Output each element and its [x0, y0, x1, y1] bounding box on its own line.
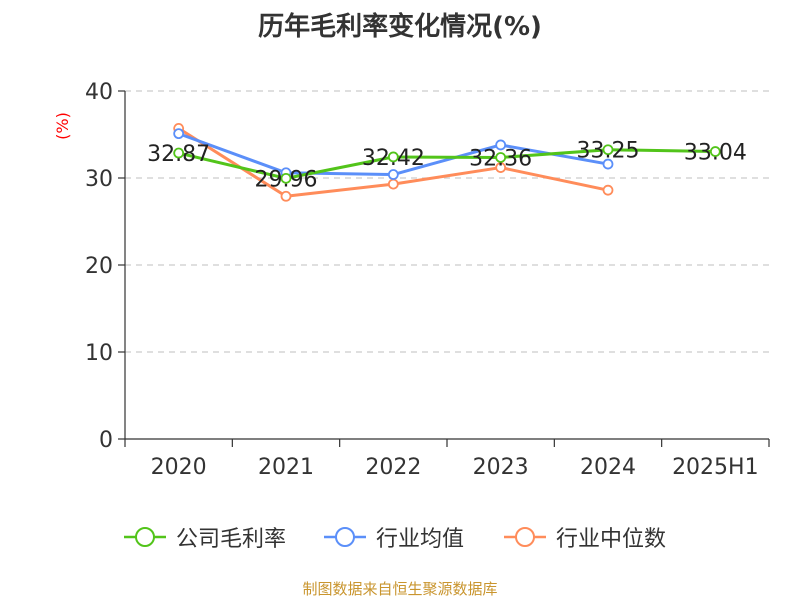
data-point	[602, 184, 614, 196]
x-tick-label: 2024	[580, 455, 636, 480]
data-point	[495, 162, 507, 173]
source-note: 制图数据来自恒生聚源数据库	[302, 580, 498, 598]
data-point	[387, 151, 399, 163]
legend-item-industry-average[interactable]: 行业均值	[322, 520, 464, 554]
x-tick-label: 2025H1	[672, 455, 759, 480]
data-label: 29.96	[255, 167, 318, 192]
x-tick-label: 2020	[151, 455, 207, 480]
legend-label: 行业中位数	[556, 527, 667, 552]
x-tick-label: 2022	[365, 455, 421, 480]
data-point	[602, 144, 614, 156]
y-tick-label: 30	[85, 167, 113, 192]
legend-item-industry-median[interactable]: 行业中位数	[502, 520, 666, 554]
legend-line-marker-icon	[324, 527, 366, 547]
data-label: 33.04	[684, 141, 747, 166]
legend-line-marker-icon	[504, 527, 546, 547]
y-tick-label: 10	[85, 341, 113, 366]
data-label: 32.87	[147, 142, 210, 167]
y-tick-label: 0	[99, 428, 113, 453]
data-point	[173, 147, 185, 159]
data-point	[709, 146, 721, 157]
data-point	[387, 169, 399, 180]
x-tick-label: 2023	[473, 455, 529, 480]
series-line	[178, 148, 716, 180]
legend-label: 公司毛利率	[176, 527, 287, 552]
y-tick-label: 20	[85, 254, 113, 279]
data-label: 32.36	[469, 146, 532, 171]
chart-title: 历年毛利率变化情况(%)	[258, 12, 542, 42]
data-label: 33.25	[577, 139, 640, 164]
data-point	[602, 158, 614, 170]
data-label: 32.42	[362, 146, 425, 171]
data-point	[495, 139, 507, 151]
data-point	[280, 190, 292, 202]
data-point	[387, 178, 399, 190]
y-axis-label: (%)	[53, 112, 72, 140]
y-tick-label: 40	[85, 80, 113, 105]
legend-line-marker-icon	[124, 527, 166, 547]
data-point	[495, 152, 507, 163]
data-point	[280, 172, 292, 184]
legend-item-company-margin[interactable]: 公司毛利率	[122, 520, 286, 554]
legend-label: 行业均值	[376, 527, 465, 552]
data-point	[173, 128, 185, 140]
x-tick-label: 2021	[258, 455, 314, 480]
